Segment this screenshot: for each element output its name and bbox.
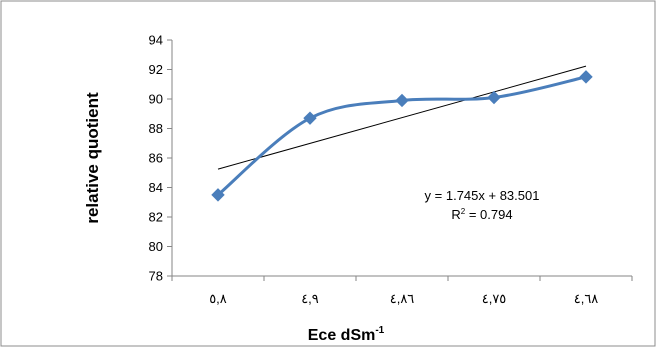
y-tick-label: 82 [149,210,163,225]
x-axis-title: Ece dSm-1 [308,325,385,344]
axes-layer: 78 80 82 84 86 88 90 92 94 ٥,٨ ٤,٩ ٤,٨٦ ٤,٧٥ ٤,٦٨ [149,33,633,306]
y-tick-label: 92 [149,62,163,77]
y-tick-label: 88 [149,121,163,136]
data-point-marker [487,90,501,105]
x-tick-label: ٤,٩ [301,291,319,306]
y-tick-label: 90 [149,92,163,107]
x-tick-label: ٤,٧٥ [482,291,507,306]
data-point-marker [395,93,409,108]
y-axis-title: relative quotient [83,92,102,224]
data-point-marker [303,111,317,125]
data-point-marker [211,188,225,202]
trendline [217,65,587,170]
r2-superscript: 2 [461,207,466,216]
x-tick-label: ٤,٨٦ [390,291,415,306]
r2-suffix: = 0.794 [465,207,512,222]
x-tick-label: ٥,٨ [209,291,227,306]
x-axis-title-superscript: -1 [375,325,384,336]
x-axis-title-main: Ece dSm [308,327,376,344]
data-point-marker [579,70,593,84]
r2-prefix: R [451,207,460,222]
label-layer: relative quotient Ece dSm-1 y = 1.745x +… [83,92,539,344]
trendline-equation: y = 1.745x + 83.501 [425,188,540,203]
y-tick-label: 94 [149,33,163,48]
x-tick-label: ٤,٦٨ [574,291,599,306]
y-tick-label: 86 [149,151,163,166]
y-tick-label: 84 [149,180,163,195]
series-layer [211,70,593,202]
trendline-r-squared: R2 = 0.794 [451,207,512,222]
y-tick-label: 78 [149,269,163,284]
trend-layer [217,65,587,170]
y-tick-label: 80 [149,239,163,254]
